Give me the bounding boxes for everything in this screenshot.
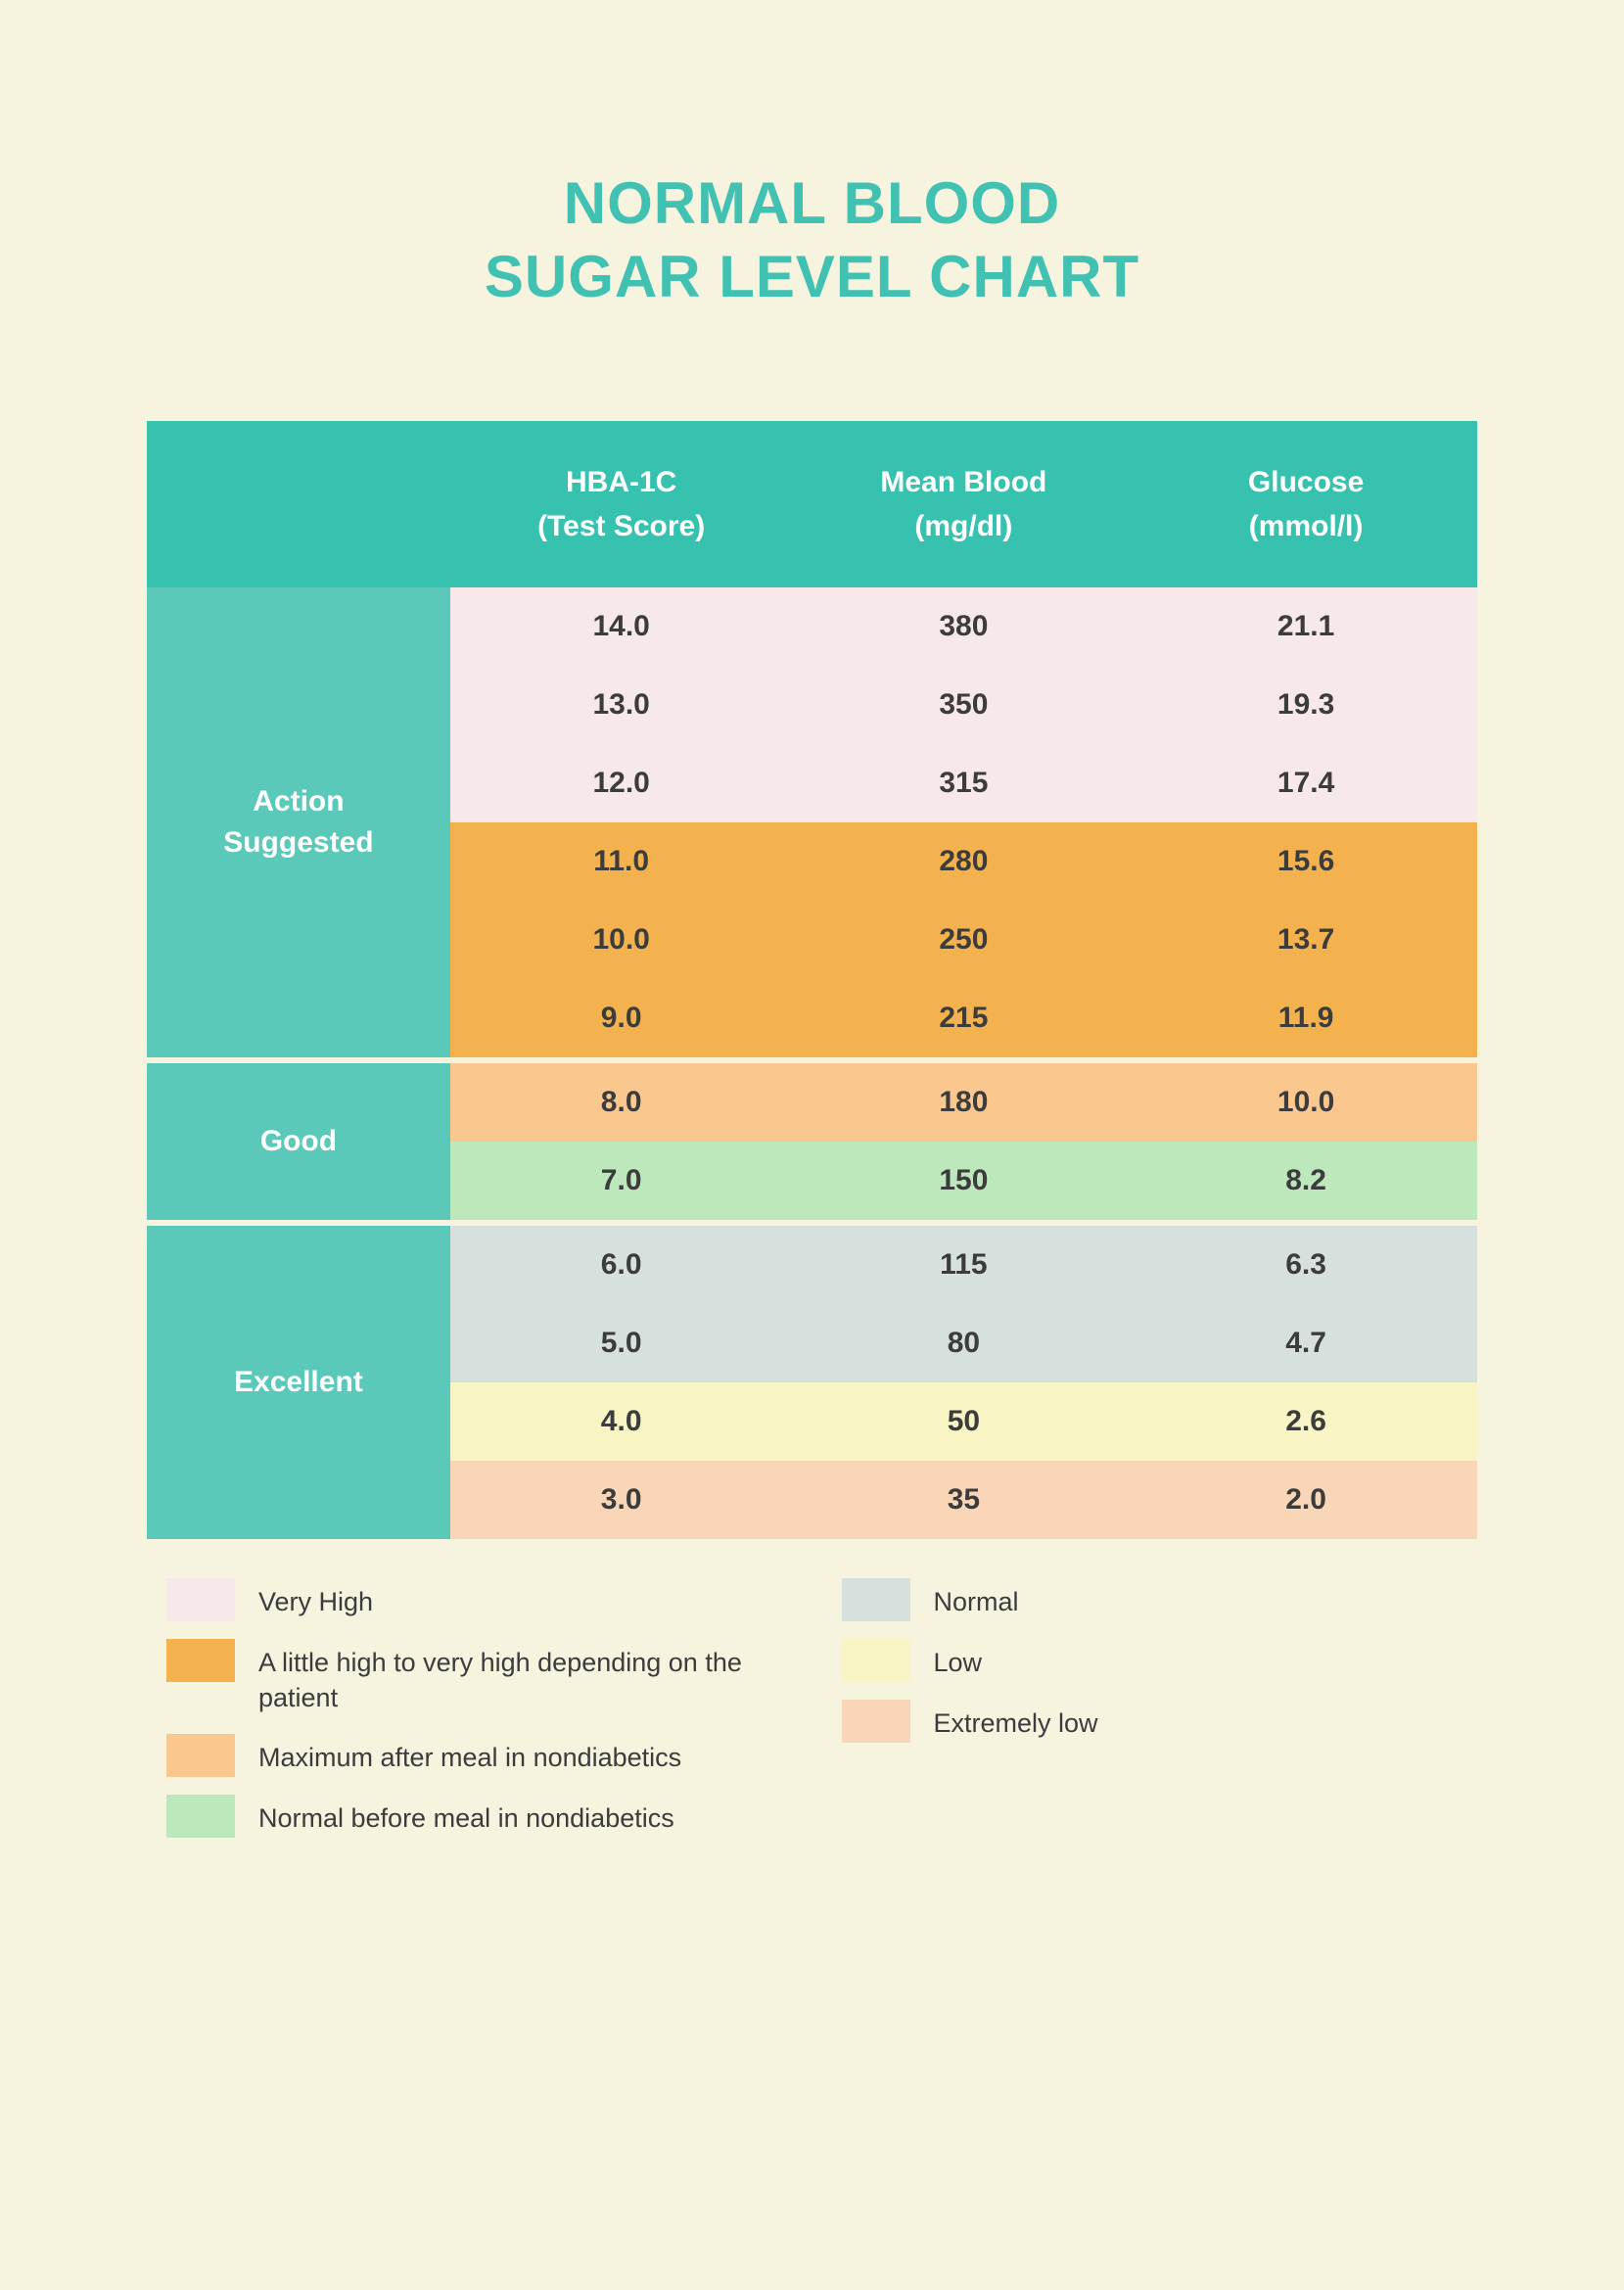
table-row: ActionSuggested14.038021.1 <box>147 587 1477 666</box>
cell-hba1c: 4.0 <box>450 1382 793 1461</box>
header-mgdl-line2: (mg/dl) <box>914 510 1012 542</box>
cell-mgdl: 250 <box>793 901 1136 979</box>
header-hba1c-line1: HBA-1C <box>566 466 676 498</box>
header-empty <box>147 421 450 587</box>
header-mmoll: Glucose (mmol/l) <box>1135 421 1477 587</box>
legend-item: Very High <box>166 1578 783 1621</box>
cell-mgdl: 150 <box>793 1142 1136 1220</box>
cell-mmoll: 8.2 <box>1135 1142 1477 1220</box>
cell-mmoll: 19.3 <box>1135 666 1477 744</box>
cell-mgdl: 35 <box>793 1461 1136 1539</box>
cell-mmoll: 4.7 <box>1135 1304 1477 1382</box>
legend-label: A little high to very high depending on … <box>258 1639 783 1716</box>
cell-mgdl: 380 <box>793 587 1136 666</box>
cell-hba1c: 5.0 <box>450 1304 793 1382</box>
legend-left-column: Very High A little high to very high depe… <box>166 1578 783 1838</box>
cell-mmoll: 15.6 <box>1135 822 1477 901</box>
cell-mgdl: 80 <box>793 1304 1136 1382</box>
cell-mmoll: 11.9 <box>1135 979 1477 1057</box>
group-label-line1: Action <box>253 785 344 818</box>
legend: Very High A little high to very high depe… <box>147 1578 1477 1838</box>
cell-mmoll: 10.0 <box>1135 1063 1477 1142</box>
legend-swatch <box>166 1734 235 1777</box>
legend-item: Low <box>842 1639 1459 1682</box>
legend-swatch <box>842 1578 910 1621</box>
cell-hba1c: 3.0 <box>450 1461 793 1539</box>
cell-mgdl: 215 <box>793 979 1136 1057</box>
legend-label: Normal <box>934 1578 1019 1619</box>
cell-mmoll: 6.3 <box>1135 1226 1477 1304</box>
group-label-line2: Suggested <box>223 826 373 859</box>
header-mmoll-line1: Glucose <box>1248 466 1364 498</box>
group-label: Action Suggested <box>147 587 450 1057</box>
table-body: ActionSuggested14.038021.113.035019.312.… <box>147 587 1477 1539</box>
cell-hba1c: 11.0 <box>450 822 793 901</box>
page: NORMAL BLOOD SUGAR LEVEL CHART HBA-1C (T… <box>0 0 1624 2290</box>
group-label-line1: Excellent <box>234 1366 363 1398</box>
cell-mgdl: 50 <box>793 1382 1136 1461</box>
legend-label: Extremely low <box>934 1700 1098 1741</box>
cell-hba1c: 8.0 <box>450 1063 793 1142</box>
cell-mmoll: 2.0 <box>1135 1461 1477 1539</box>
group-label: Good <box>147 1063 450 1220</box>
cell-mgdl: 350 <box>793 666 1136 744</box>
legend-right-column: Normal Low Extremely low <box>842 1578 1459 1838</box>
legend-item: Normal <box>842 1578 1459 1621</box>
cell-hba1c: 14.0 <box>450 587 793 666</box>
cell-hba1c: 12.0 <box>450 744 793 822</box>
legend-item: Normal before meal in nondiabetics <box>166 1795 783 1838</box>
header-mgdl: Mean Blood (mg/dl) <box>793 421 1136 587</box>
table-row: Good8.018010.0 <box>147 1063 1477 1142</box>
cell-hba1c: 9.0 <box>450 979 793 1057</box>
cell-mgdl: 180 <box>793 1063 1136 1142</box>
title-line-1: NORMAL BLOOD <box>564 170 1061 236</box>
legend-swatch <box>166 1795 235 1838</box>
cell-mgdl: 280 <box>793 822 1136 901</box>
group-label: Excellent <box>147 1226 450 1539</box>
cell-hba1c: 13.0 <box>450 666 793 744</box>
cell-mmoll: 21.1 <box>1135 587 1477 666</box>
legend-label: Low <box>934 1639 983 1680</box>
legend-item: A little high to very high depending on … <box>166 1639 783 1716</box>
blood-sugar-table: HBA-1C (Test Score) Mean Blood (mg/dl) G… <box>147 421 1477 1539</box>
legend-label: Maximum after meal in nondiabetics <box>258 1734 681 1775</box>
legend-swatch <box>166 1639 235 1682</box>
header-mmoll-line2: (mmol/l) <box>1249 510 1364 542</box>
cell-hba1c: 6.0 <box>450 1226 793 1304</box>
header-hba1c: HBA-1C (Test Score) <box>450 421 793 587</box>
page-title: NORMAL BLOOD SUGAR LEVEL CHART <box>147 166 1477 313</box>
header-hba1c-line2: (Test Score) <box>537 510 705 542</box>
cell-mmoll: 17.4 <box>1135 744 1477 822</box>
cell-mgdl: 315 <box>793 744 1136 822</box>
group-label-line1: Good <box>260 1125 337 1157</box>
table-header-row: HBA-1C (Test Score) Mean Blood (mg/dl) G… <box>147 421 1477 587</box>
legend-label: Very High <box>258 1578 373 1619</box>
legend-swatch <box>842 1639 910 1682</box>
cell-hba1c: 10.0 <box>450 901 793 979</box>
legend-swatch <box>842 1700 910 1743</box>
legend-label: Normal before meal in nondiabetics <box>258 1795 674 1836</box>
legend-item: Extremely low <box>842 1700 1459 1743</box>
title-line-2: SUGAR LEVEL CHART <box>485 244 1139 309</box>
cell-hba1c: 7.0 <box>450 1142 793 1220</box>
cell-mmoll: 13.7 <box>1135 901 1477 979</box>
cell-mmoll: 2.6 <box>1135 1382 1477 1461</box>
table-row: Excellent6.01156.3 <box>147 1226 1477 1304</box>
cell-mgdl: 115 <box>793 1226 1136 1304</box>
header-mgdl-line1: Mean Blood <box>880 466 1046 498</box>
legend-swatch <box>166 1578 235 1621</box>
legend-item: Maximum after meal in nondiabetics <box>166 1734 783 1777</box>
